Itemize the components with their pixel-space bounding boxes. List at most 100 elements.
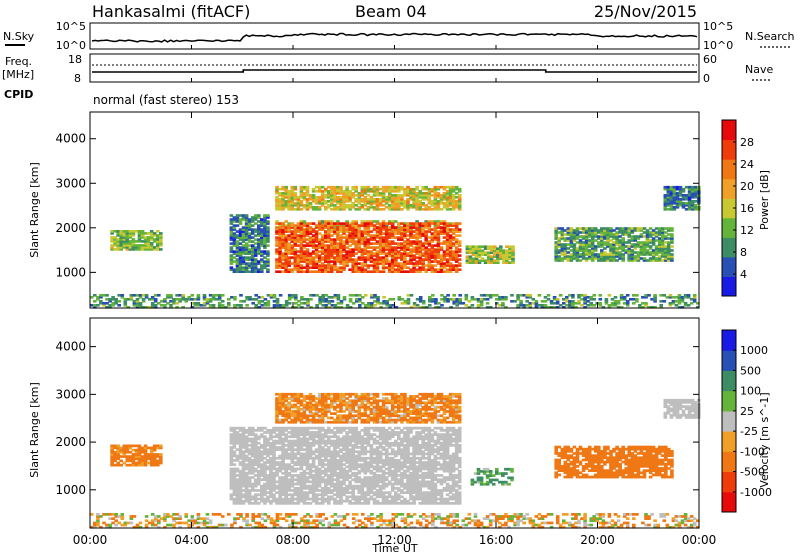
power-cell bbox=[645, 233, 650, 236]
power-cell bbox=[421, 244, 425, 247]
power-cell bbox=[489, 247, 494, 250]
power-cell bbox=[406, 198, 410, 201]
power-cell bbox=[363, 196, 368, 199]
power-cell bbox=[117, 294, 121, 297]
power-cell bbox=[403, 222, 407, 225]
velocity-cell bbox=[290, 461, 295, 464]
power-cell bbox=[430, 266, 435, 269]
power-cell bbox=[254, 294, 258, 297]
power-cell bbox=[433, 220, 438, 223]
power-cell bbox=[336, 258, 340, 261]
power-cell bbox=[636, 241, 641, 244]
velocity-cell bbox=[308, 435, 313, 439]
velocity-cell bbox=[302, 441, 307, 445]
power-cell bbox=[566, 243, 571, 246]
power-cell bbox=[496, 249, 500, 252]
power-cell bbox=[468, 261, 473, 264]
power-cell bbox=[615, 259, 619, 262]
power-cell bbox=[645, 231, 650, 234]
velocity-cell bbox=[278, 448, 282, 451]
power-cell bbox=[311, 258, 316, 261]
power-cell bbox=[390, 270, 395, 273]
power-cell bbox=[293, 208, 298, 211]
power-cell bbox=[345, 185, 349, 189]
power-cell bbox=[648, 233, 653, 236]
velocity-cell bbox=[299, 431, 304, 434]
power-cell bbox=[317, 240, 322, 243]
power-cell bbox=[537, 304, 542, 307]
velocity-cell bbox=[229, 450, 234, 454]
power-cell bbox=[657, 241, 662, 244]
power-cell bbox=[143, 238, 148, 241]
power-cell bbox=[609, 257, 613, 260]
power-cell bbox=[690, 192, 695, 195]
power-cell bbox=[575, 251, 580, 254]
power-cell bbox=[281, 202, 285, 205]
power-cell bbox=[360, 252, 365, 255]
velocity-cell bbox=[263, 450, 267, 454]
power-cell bbox=[345, 236, 349, 239]
power-cell bbox=[125, 240, 130, 243]
power-cell bbox=[375, 250, 380, 253]
velocity-cell bbox=[143, 459, 148, 463]
velocity-cell bbox=[272, 471, 276, 475]
power-cell bbox=[363, 198, 368, 201]
power-cell bbox=[442, 240, 447, 243]
power-cell bbox=[457, 264, 462, 267]
power-cell bbox=[263, 214, 267, 217]
power-cell bbox=[390, 220, 395, 223]
power-cell bbox=[653, 306, 657, 309]
power-cell bbox=[238, 268, 243, 271]
power-cell bbox=[474, 251, 479, 254]
power-cell bbox=[403, 302, 408, 305]
power-cell bbox=[409, 234, 413, 237]
power-cell bbox=[339, 242, 343, 245]
power-cell bbox=[324, 270, 328, 273]
velocity-cell bbox=[296, 444, 301, 447]
power-cell bbox=[663, 198, 668, 201]
power-cell bbox=[281, 304, 286, 307]
power-cell bbox=[156, 230, 160, 233]
power-cell bbox=[263, 220, 267, 223]
power-cell bbox=[590, 239, 595, 242]
velocity-cell bbox=[266, 431, 270, 434]
power-cell bbox=[448, 230, 453, 233]
power-cell bbox=[433, 252, 438, 255]
power-cell bbox=[648, 257, 653, 260]
power-cell bbox=[406, 242, 410, 245]
power-cell bbox=[439, 198, 444, 201]
power-cell bbox=[387, 230, 392, 233]
power-cell bbox=[554, 259, 558, 262]
power-cell bbox=[290, 252, 295, 255]
power-cell bbox=[445, 198, 450, 201]
power-cell bbox=[433, 232, 438, 235]
power-cell bbox=[597, 243, 601, 246]
power-cell bbox=[202, 298, 207, 301]
velocity-cell bbox=[241, 461, 246, 464]
power-cell bbox=[489, 245, 494, 248]
power-cell bbox=[278, 234, 282, 237]
velocity-cell bbox=[146, 453, 151, 456]
velocity-cell bbox=[308, 465, 313, 469]
power-cell bbox=[373, 304, 377, 307]
power-cell bbox=[692, 298, 697, 301]
power-cell bbox=[427, 190, 432, 193]
power-cell bbox=[126, 306, 131, 309]
velocity-cell bbox=[229, 433, 234, 436]
power-cell bbox=[554, 231, 558, 234]
power-cell bbox=[690, 187, 695, 191]
velocity-cell bbox=[266, 441, 270, 445]
velocity-cell bbox=[266, 465, 270, 469]
power-cell bbox=[333, 204, 337, 207]
power-cell bbox=[351, 266, 355, 269]
power-cell bbox=[592, 298, 596, 301]
velocity-cell bbox=[281, 433, 285, 436]
power-cell bbox=[439, 228, 444, 231]
power-cell bbox=[152, 240, 157, 243]
power-cell bbox=[239, 306, 243, 309]
power-cell bbox=[557, 231, 561, 234]
power-cell bbox=[299, 260, 304, 263]
velocity-cell bbox=[266, 439, 270, 443]
power-cell bbox=[430, 204, 435, 207]
power-cell bbox=[606, 255, 610, 258]
